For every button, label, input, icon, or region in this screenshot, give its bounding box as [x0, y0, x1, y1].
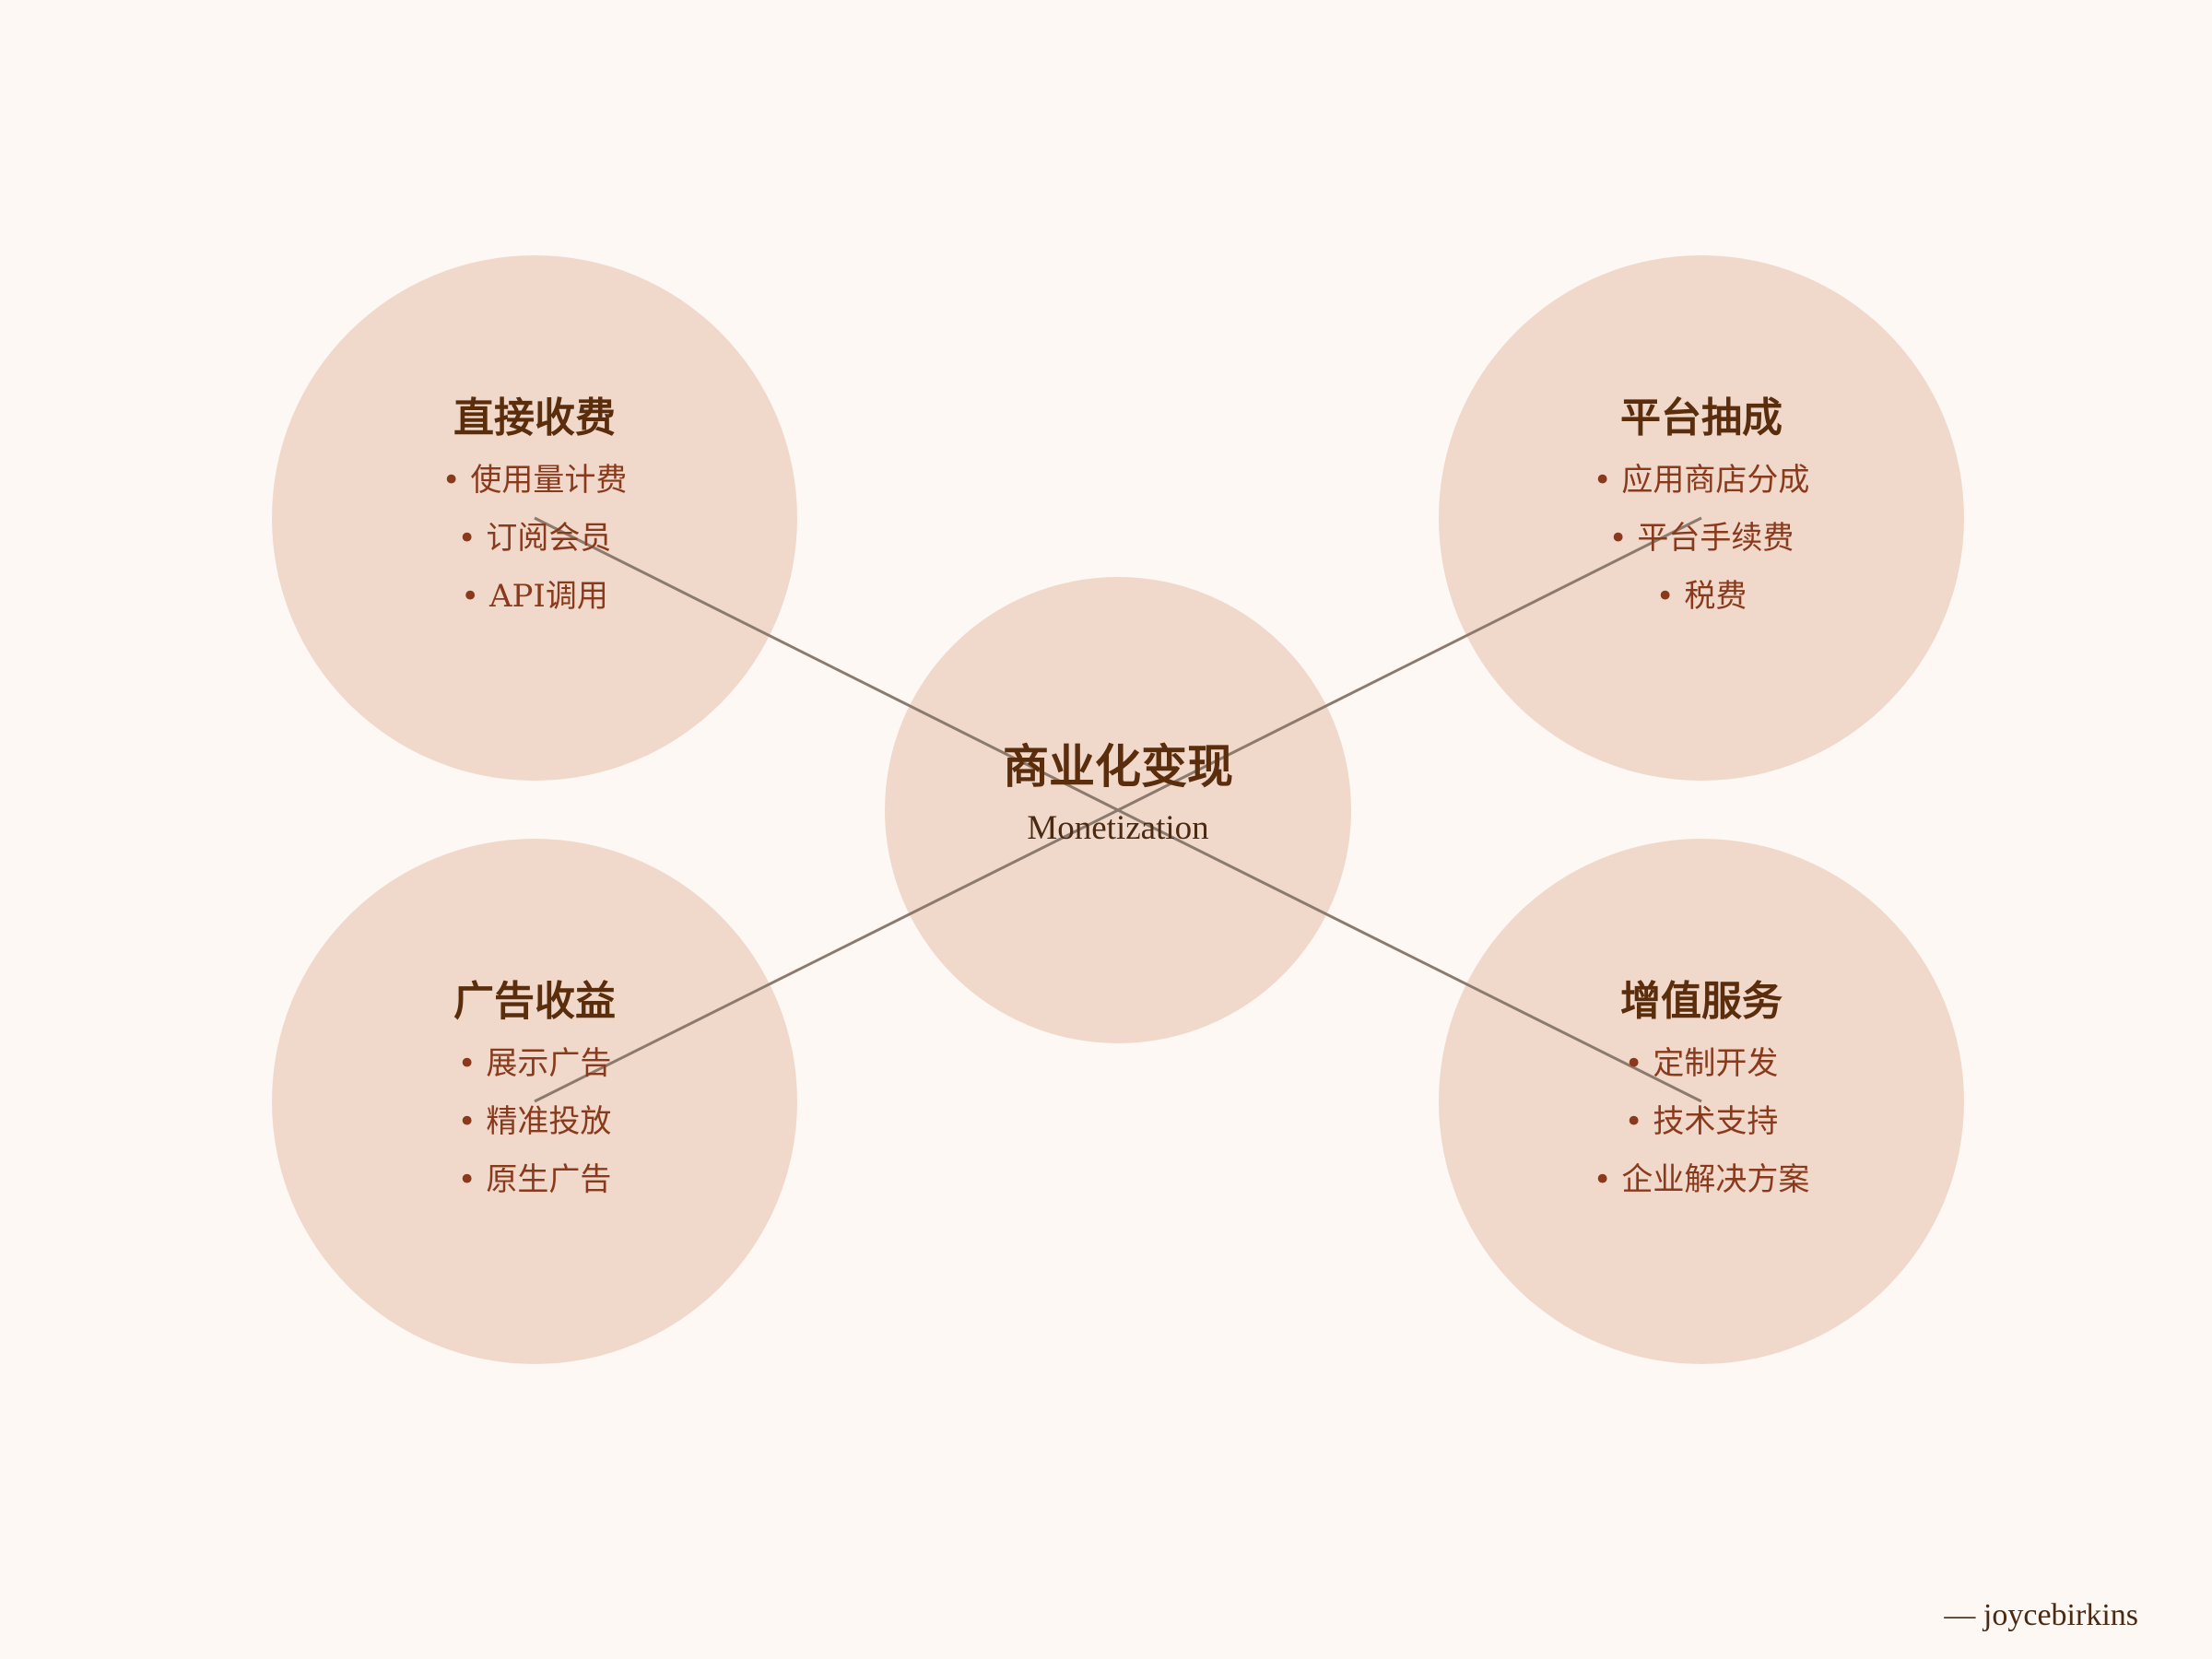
author-signature: — joycebirkins — [1943, 1598, 2138, 1632]
node-item: • 原生广告 — [458, 1161, 612, 1198]
connector-top-right — [1117, 516, 1702, 812]
node-title-bottom-right: 增值服务 — [1620, 978, 1783, 1025]
node-item: • 定制开发 — [1625, 1045, 1779, 1082]
node-title-top-right: 平台抽成 — [1620, 394, 1783, 441]
node-item: • 平台手续费 — [1609, 520, 1794, 557]
connector-top-left — [534, 516, 1119, 812]
node-item: • 税费 — [1656, 578, 1747, 615]
connector-bottom-right — [1117, 808, 1702, 1103]
connector-bottom-left — [534, 808, 1119, 1103]
node-item: • 企业解决方案 — [1594, 1161, 1810, 1198]
node-title-top-left: 直接收费 — [453, 394, 616, 441]
node-title-bottom-left: 广告收益 — [453, 978, 616, 1025]
center-subtitle: Monetization — [1027, 809, 1208, 847]
node-item: • 应用商店分成 — [1594, 462, 1810, 499]
node-item: • 使用量计费 — [442, 462, 628, 499]
center-title: 商业化变现 — [1003, 739, 1233, 794]
node-item: • 订阅会员 — [458, 520, 612, 557]
node-item: • 展示广告 — [458, 1045, 612, 1082]
node-item: • API调用 — [461, 578, 608, 615]
node-item: • 技术支持 — [1625, 1103, 1779, 1140]
node-item: • 精准投放 — [458, 1103, 612, 1140]
